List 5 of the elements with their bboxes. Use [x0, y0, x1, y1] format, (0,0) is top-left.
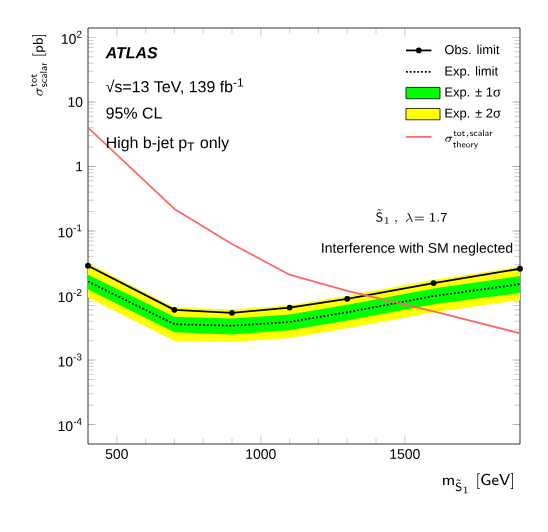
- x-axis-title: $\mathsf{m}_{\tilde{\mathsf{S}}_{1}}\ [\mathsf{GeV}]$: [443, 473, 513, 494]
- legend-label: $\sigma^{\mathsf{tot,scalar}}_{\mathsf{theory}}$: [445, 129, 493, 150]
- annotation: $\tilde{\mathsf{S}}_{1}\,,\ \lambda\mathsf{=1.7}$: [376, 209, 447, 224]
- line-series: [88, 126, 520, 335]
- y-axis-title: $\sigma^{\mathsf{tot}}_{\mathsf{scalar}}\ [\mathsf{pb}]$: [30, 34, 47, 96]
